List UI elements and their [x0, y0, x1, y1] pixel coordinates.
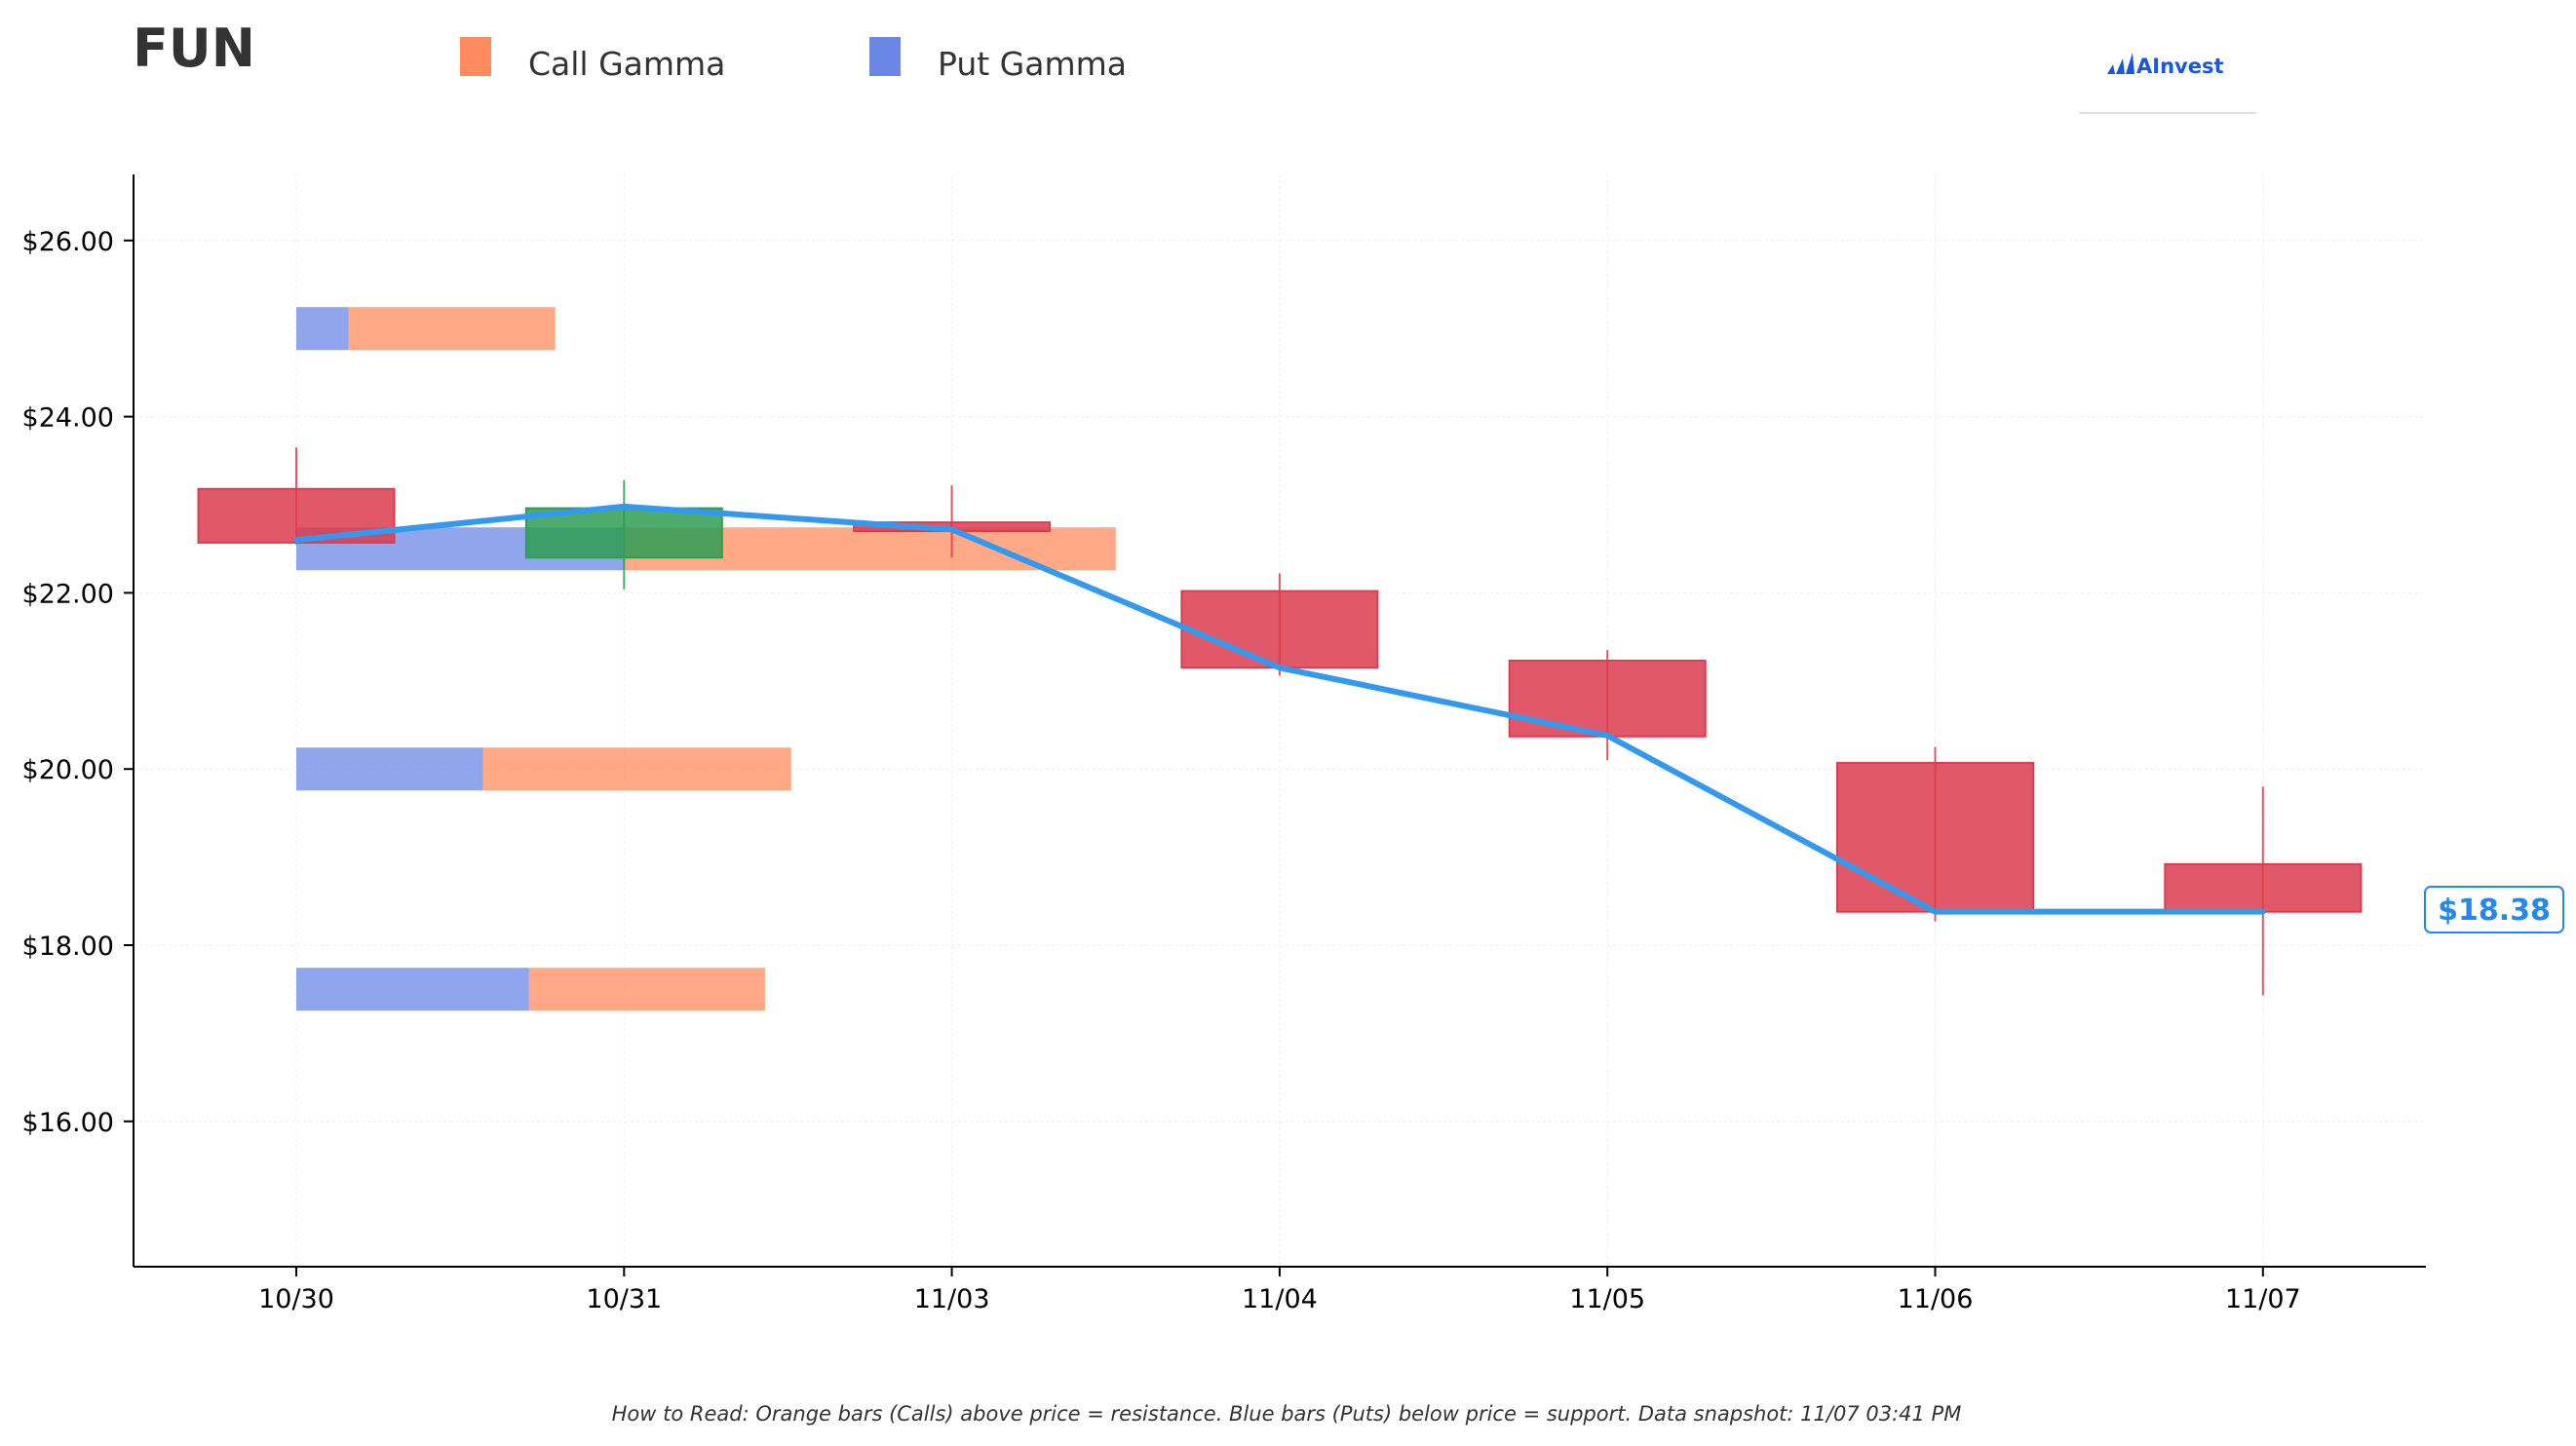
- ticker-title: FUN: [133, 18, 255, 79]
- brand-name: AInvest: [2136, 55, 2224, 78]
- brand-logo: AInvest: [2079, 53, 2256, 114]
- candle-body: [1836, 761, 2034, 913]
- legend-call-swatch: [460, 37, 491, 76]
- x-tick-label: 10/31: [586, 1284, 662, 1314]
- candle-body: [2164, 862, 2363, 913]
- candlesticks: [197, 447, 2363, 996]
- legend-call-label: Call Gamma: [528, 45, 725, 83]
- x-tick-label: 11/05: [1569, 1284, 1645, 1314]
- put-gamma-bar: [296, 747, 483, 791]
- last-price-box: [2424, 886, 2564, 933]
- legend: Call Gamma Put Gamma: [460, 37, 1127, 83]
- put-gamma-bar: [296, 968, 529, 1011]
- y-tick-label: $20.00: [22, 755, 114, 785]
- candle-body: [524, 507, 723, 559]
- x-tick-label: 11/06: [1898, 1284, 1974, 1314]
- y-ticks: $16.00 $18.00 $20.00 $22.00 $24.00 $26.00: [22, 227, 134, 1138]
- y-tick-label: $16.00: [22, 1108, 114, 1138]
- x-tick-label: 11/04: [1242, 1284, 1318, 1314]
- legend-put-swatch: [869, 37, 901, 76]
- last-price-label: $18.38: [2438, 894, 2551, 928]
- candle-body: [1508, 660, 1707, 738]
- x-ticks: 10/30 10/31 11/03 11/04 11/05 11/06 11/07: [258, 1267, 2301, 1314]
- call-gamma-bar: [528, 968, 765, 1011]
- last-price-marker: $18.38: [2424, 886, 2564, 933]
- candle-body: [1180, 590, 1379, 669]
- gamma-bars: [296, 307, 1116, 1011]
- close-price-line: [293, 503, 2266, 915]
- y-tick-label: $18.00: [22, 932, 114, 962]
- call-gamma-bar: [482, 747, 791, 791]
- x-tick-label: 11/03: [914, 1284, 990, 1314]
- y-tick-label: $22.00: [22, 579, 114, 609]
- brand-logo-icon: [2107, 53, 2134, 74]
- close-line: [293, 503, 2266, 915]
- x-tick-label: 11/07: [2225, 1284, 2301, 1314]
- call-gamma-bar: [348, 307, 556, 351]
- legend-put-label: Put Gamma: [938, 45, 1127, 83]
- y-tick-label: $26.00: [22, 227, 114, 257]
- put-gamma-bar: [296, 307, 349, 351]
- x-tick-label: 10/30: [258, 1284, 334, 1314]
- footnote: How to Read: Orange bars (Calls) above p…: [612, 1402, 1962, 1426]
- y-tick-label: $24.00: [22, 403, 114, 434]
